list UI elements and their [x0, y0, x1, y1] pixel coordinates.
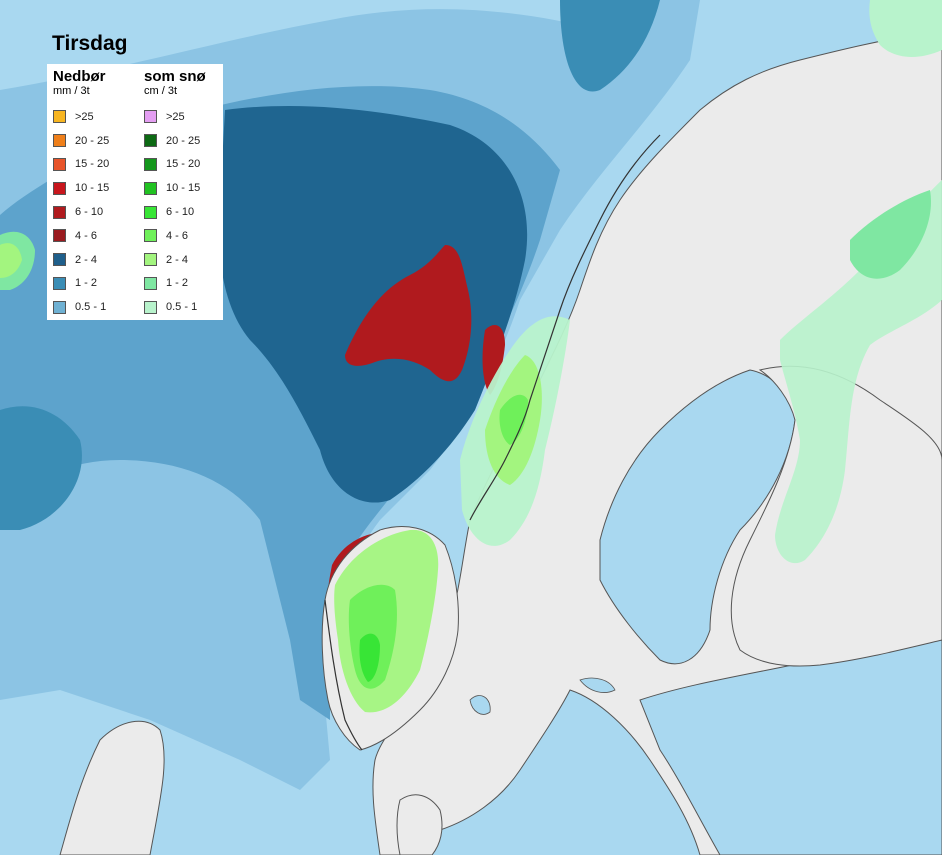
snow-swatch — [144, 253, 157, 267]
precip-label: 6 - 10 — [75, 206, 104, 219]
precip-swatch — [53, 229, 66, 243]
land-denmark — [396, 794, 443, 855]
precip-label: 15 - 20 — [75, 158, 110, 171]
coastline-norway — [469, 134, 661, 521]
snow-swatch — [144, 205, 157, 219]
snow-row: 10 - 15 — [144, 176, 206, 200]
snow-swatch — [144, 300, 157, 314]
precip-label: 2 - 4 — [75, 253, 98, 266]
precip-row: >25 — [53, 105, 109, 129]
snow-label: 4 - 6 — [166, 229, 189, 242]
precip-swatch — [53, 276, 66, 290]
day-title: Tirsdag — [52, 32, 128, 55]
precip-row: 10 - 15 — [53, 176, 109, 200]
precip-row: 1 - 2 — [53, 272, 109, 296]
precip-swatch — [53, 157, 66, 171]
snow-swatch — [144, 110, 157, 124]
precip-label: 4 - 6 — [75, 229, 98, 242]
snow-row: >25 — [144, 105, 206, 129]
snow-row: 15 - 20 — [144, 153, 206, 177]
precip-swatch — [53, 205, 66, 219]
snow-row: 20 - 25 — [144, 129, 206, 153]
legend-snow-unit: cm / 3t — [144, 85, 178, 97]
precip-swatch — [53, 181, 66, 195]
precip-row: 6 - 10 — [53, 200, 109, 224]
precip-swatch — [53, 134, 66, 148]
precip-swatch — [53, 253, 66, 267]
land-scotland — [59, 720, 165, 855]
snow-swatch — [144, 181, 157, 195]
legend-precip: Nedbør mm / 3t >25 20 - 25 15 - 20 10 - 15 6… — [53, 68, 109, 319]
legend-precip-unit: mm / 3t — [53, 85, 90, 97]
legend-snow-heading: som snø — [144, 68, 206, 85]
precip-row: 4 - 6 — [53, 224, 109, 248]
legend-precip-heading: Nedbør — [53, 68, 106, 85]
precip-label: 0.5 - 1 — [75, 301, 107, 314]
precip-row: 20 - 25 — [53, 129, 109, 153]
snow-label: 1 - 2 — [166, 277, 189, 290]
snow-label: 10 - 15 — [166, 182, 201, 195]
snow-label: 0.5 - 1 — [166, 301, 198, 314]
snow-swatch — [144, 157, 157, 171]
precip-core-red — [345, 245, 472, 382]
snow-label: >25 — [166, 110, 185, 123]
snow-row: 1 - 2 — [144, 272, 206, 296]
precip-row: 2 - 4 — [53, 248, 109, 272]
snow-row: 6 - 10 — [144, 200, 206, 224]
snow-row: 2 - 4 — [144, 248, 206, 272]
precip-swatch — [53, 110, 66, 124]
snow-row: 0.5 - 1 — [144, 295, 206, 319]
snow-label: 6 - 10 — [166, 206, 195, 219]
snow-label: 20 - 25 — [166, 134, 201, 147]
precip-label: >25 — [75, 110, 94, 123]
precip-label: 20 - 25 — [75, 134, 110, 147]
precip-row: 0.5 - 1 — [53, 295, 109, 319]
snow-label: 2 - 4 — [166, 253, 189, 266]
precip-row: 15 - 20 — [53, 153, 109, 177]
snow-swatch — [144, 229, 157, 243]
precip-label: 10 - 15 — [75, 182, 110, 195]
snow-field-east — [775, 180, 942, 564]
snow-swatch — [144, 276, 157, 290]
legend: Nedbør mm / 3t >25 20 - 25 15 - 20 10 - 15 6… — [47, 64, 223, 320]
precip-field-dark — [218, 105, 528, 503]
snow-swatch — [144, 134, 157, 148]
precip-label: 1 - 2 — [75, 277, 98, 290]
snow-row: 4 - 6 — [144, 224, 206, 248]
snow-label: 15 - 20 — [166, 158, 201, 171]
precip-swatch — [53, 300, 66, 314]
legend-snow: som snø cm / 3t >25 20 - 25 15 - 20 10 - 15… — [144, 68, 206, 319]
sea-bothnia — [599, 369, 796, 665]
